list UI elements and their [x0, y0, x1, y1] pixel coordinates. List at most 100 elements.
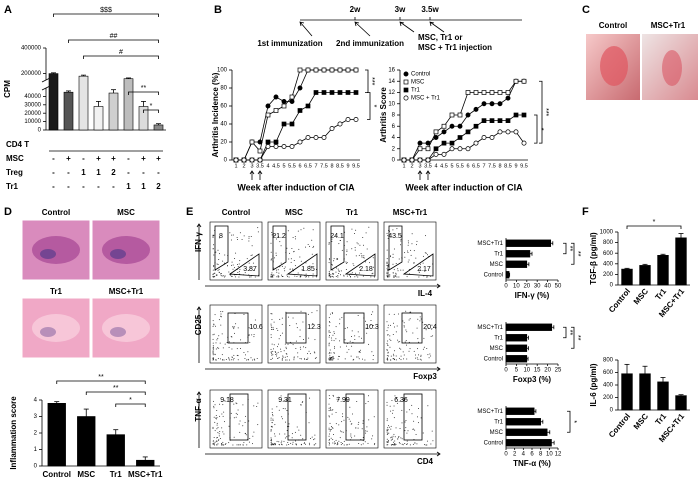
event-dot [217, 439, 219, 441]
event-dot [213, 234, 215, 236]
marker [465, 146, 471, 152]
event-dot [248, 237, 250, 239]
marker [409, 157, 415, 163]
event-dot [303, 338, 305, 340]
y-tick-label: 16 [388, 68, 395, 74]
event-dot [387, 235, 389, 237]
event-dot [298, 248, 300, 250]
event-dot [387, 440, 389, 442]
marker [449, 146, 455, 152]
event-dot [291, 433, 293, 435]
event-dot [281, 443, 283, 445]
event-dot [297, 356, 299, 358]
event-dot [311, 312, 313, 314]
event-dot [387, 327, 389, 329]
event-dot [330, 425, 332, 427]
table-cell: - [67, 182, 70, 191]
event-dot [303, 227, 305, 229]
event-dot [404, 430, 406, 432]
event-dot [407, 250, 409, 252]
bar [639, 373, 651, 411]
event-dot [346, 327, 348, 329]
x-tick-label: 6.5 [304, 163, 312, 169]
x-tick-label: 7.5 [320, 163, 328, 169]
event-dot [300, 358, 302, 360]
significance-label: * [370, 105, 377, 108]
event-dot [271, 408, 273, 410]
event-dot [411, 404, 413, 406]
event-dot [213, 442, 215, 444]
event-dot [231, 401, 233, 403]
event-dot [279, 433, 281, 435]
event-dot [392, 409, 394, 411]
event-dot [213, 407, 215, 409]
bar [639, 265, 651, 286]
event-dot [281, 357, 283, 359]
event-dot [217, 432, 219, 434]
event-dot [224, 399, 226, 401]
event-dot [328, 444, 330, 446]
event-dot [212, 325, 214, 327]
event-dot [400, 359, 402, 361]
x-tick-label: 7 [482, 163, 485, 169]
event-dot [308, 337, 310, 339]
event-dot [271, 343, 273, 345]
event-dot [368, 395, 370, 397]
y-tick-label: 800 [603, 358, 614, 364]
event-dot [270, 242, 272, 244]
event-dot [272, 348, 274, 350]
event-dot [236, 238, 238, 240]
event-dot [329, 430, 331, 432]
x-tick-label: 4.5 [440, 163, 448, 169]
y-tick-label: 0 [224, 158, 228, 164]
marker [505, 129, 511, 135]
event-dot [231, 348, 233, 350]
marker [265, 112, 271, 118]
event-dot [253, 333, 255, 335]
event-dot [217, 270, 219, 272]
event-dot [231, 264, 233, 266]
paw [600, 46, 628, 86]
event-dot [251, 254, 253, 256]
event-dot [393, 275, 395, 277]
event-dot [237, 409, 239, 411]
gate-value: 43.5 [388, 233, 402, 240]
gate [345, 393, 365, 441]
y-tick-label: 12 [388, 90, 395, 96]
event-dot [309, 245, 311, 247]
event-dot [256, 358, 258, 360]
y-tick-label: Tr1 [494, 335, 503, 341]
x-tick-label: 8.5 [504, 163, 512, 169]
event-dot [430, 443, 432, 445]
legend-label: MSC + Tr1 [411, 96, 441, 102]
event-dot [403, 358, 405, 360]
event-dot [228, 271, 230, 273]
event-dot [357, 423, 359, 425]
event-dot [387, 441, 389, 443]
event-dot [426, 347, 428, 349]
y-tick-label: 400 [603, 261, 614, 267]
significance-bracket [128, 91, 159, 95]
event-dot [335, 275, 337, 277]
event-dot [277, 269, 279, 271]
event-dot [234, 276, 236, 278]
event-dot [354, 247, 356, 249]
marker [289, 99, 295, 104]
x-tick-label: 3.5 [256, 163, 264, 169]
marker [297, 108, 303, 113]
event-dot [422, 348, 424, 350]
x-tick-label: Tr1 [654, 286, 669, 301]
x-tick-label: 6 [298, 163, 301, 169]
event-dot [285, 346, 287, 348]
event-dot [228, 341, 230, 343]
table-cell: - [127, 154, 130, 163]
event-dot [350, 423, 352, 425]
event-dot [357, 356, 359, 358]
event-dot [328, 359, 330, 361]
event-dot [297, 230, 299, 232]
y-tick-label: 800 [603, 240, 614, 246]
event-dot [247, 351, 249, 353]
event-dot [218, 435, 220, 437]
significance-label: ** [574, 335, 581, 341]
event-dot [398, 258, 400, 260]
